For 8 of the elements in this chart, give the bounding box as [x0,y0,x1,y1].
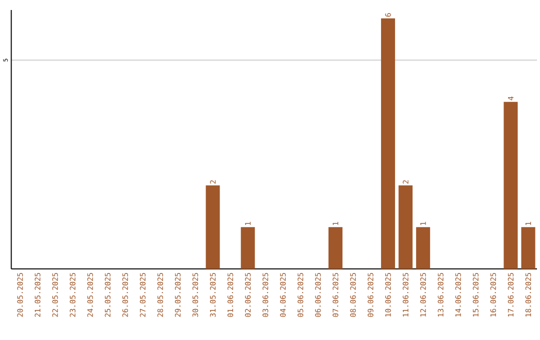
bar [240,227,255,269]
bar [381,18,396,269]
bar [398,185,413,269]
bar [206,185,220,269]
bar [504,102,518,269]
bar [328,227,342,269]
bar [521,227,536,269]
bar [416,227,430,269]
